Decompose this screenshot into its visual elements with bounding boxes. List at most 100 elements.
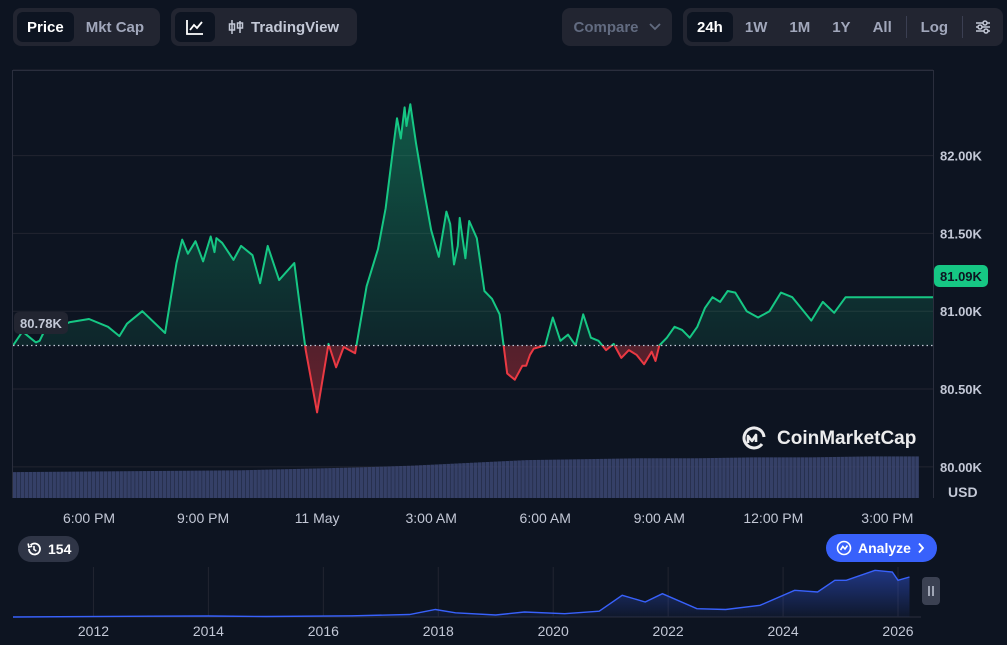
price-tab[interactable]: Price [17, 12, 74, 42]
volume-bar [501, 461, 506, 498]
volume-bar [702, 458, 707, 498]
volume-bar [505, 461, 510, 498]
volume-bar [142, 471, 147, 498]
volume-bar [812, 457, 817, 498]
volume-bar [150, 470, 155, 498]
log-toggle[interactable]: Log [920, 18, 949, 36]
navigator-line [12, 569, 910, 618]
volume-bar [462, 463, 466, 498]
volume-bar [556, 459, 561, 498]
volume-bar [867, 456, 872, 498]
volume-bar [371, 466, 376, 498]
volume-bar [769, 457, 774, 498]
line-chart-button[interactable] [175, 12, 215, 42]
volume-bar [552, 459, 557, 498]
volume-bar [860, 456, 864, 498]
analyze-button[interactable]: Analyze [826, 534, 937, 562]
volume-bar [887, 456, 892, 498]
volume-bar [284, 469, 289, 498]
volume-bar [304, 468, 309, 498]
volume-bar [339, 467, 344, 498]
volume-bar [446, 463, 450, 498]
volume-bar [856, 456, 860, 498]
volume-bar [670, 458, 675, 498]
volume-bar [154, 470, 159, 498]
volume-bar [454, 463, 458, 498]
volume-bar [16, 472, 21, 498]
volume-bar [592, 459, 596, 498]
volume-bar [852, 456, 856, 498]
history-button[interactable]: 154 [18, 536, 80, 562]
volume-bar [497, 461, 502, 498]
volume-bar [777, 457, 781, 498]
volume-bar [785, 457, 789, 498]
volume-bar [115, 471, 120, 498]
volume-bar [52, 471, 56, 498]
tradingview-button[interactable]: TradingView [217, 12, 349, 42]
volume-bar [60, 471, 64, 498]
volume-bar [375, 466, 380, 498]
volume-bar [623, 458, 628, 498]
volume-bar [123, 471, 127, 498]
volume-bar [44, 471, 49, 498]
range-24h[interactable]: 24h [687, 12, 733, 42]
volume-bar [840, 456, 844, 498]
volume-bar [741, 457, 746, 498]
range-all[interactable]: All [872, 18, 892, 36]
volume-bar [257, 469, 261, 498]
volume-bar [296, 468, 301, 498]
volume-bar [737, 457, 742, 498]
volume-bar [639, 458, 644, 498]
volume-bar [422, 465, 427, 498]
volume-bar [458, 463, 462, 498]
area-fill-up [13, 104, 933, 346]
volume-bar [111, 471, 116, 498]
volume-bar [450, 463, 454, 498]
navigator-chart[interactable]: 2012 2014 2016 2018 2020 2022 2024 2026 [0, 565, 1007, 645]
range-1y[interactable]: 1Y [832, 18, 851, 36]
volume-bar [119, 471, 123, 498]
navigator-tick-label: 2024 [767, 623, 798, 639]
x-tick-label: 6:00 AM [520, 510, 571, 526]
navigator-handle[interactable] [922, 577, 940, 605]
volume-bar [76, 471, 80, 498]
volume-bar [481, 462, 486, 498]
volume-bar [607, 458, 612, 498]
volume-bar [647, 458, 651, 498]
range-1m[interactable]: 1M [789, 18, 811, 36]
volume-bar [383, 466, 387, 498]
volume-bar [292, 468, 297, 498]
volume-bar [761, 457, 766, 498]
volume-bar [135, 471, 139, 498]
volume-bar [572, 459, 577, 498]
volume-bar [544, 459, 549, 498]
volume-bar [24, 472, 29, 498]
volume-bar [730, 457, 734, 498]
volume-bar [690, 458, 695, 498]
volume-bar [328, 468, 332, 498]
settings-button[interactable] [967, 12, 999, 42]
volume-bar [198, 470, 202, 498]
navigator-tick-label: 2018 [423, 623, 454, 639]
mktcap-tab[interactable]: Mkt Cap [85, 18, 145, 36]
volume-bar [87, 471, 92, 498]
volume-bar [548, 459, 553, 498]
volume-bar [655, 458, 659, 498]
volume-bar [808, 457, 813, 498]
volume-bar [659, 458, 663, 498]
volume-bar [186, 470, 190, 498]
volume-bar [265, 469, 269, 498]
volume-bar [190, 470, 194, 498]
volume-bar [336, 467, 340, 498]
compare-dropdown[interactable]: Compare [562, 8, 672, 46]
open-price-badge: 80.78K [14, 312, 68, 334]
history-count: 154 [48, 541, 72, 557]
compare-label: Compare [573, 18, 639, 36]
volume-bar [347, 467, 352, 498]
volume-bar [40, 471, 45, 498]
range-1w[interactable]: 1W [744, 18, 768, 36]
volume-bar [473, 462, 478, 498]
price-chart[interactable]: 80.00K 80.50K 81.00K 81.50K 82.00K 6:00 PM 9:… [0, 0, 1007, 530]
volume-bar [466, 462, 470, 498]
volume-bar [714, 457, 718, 498]
